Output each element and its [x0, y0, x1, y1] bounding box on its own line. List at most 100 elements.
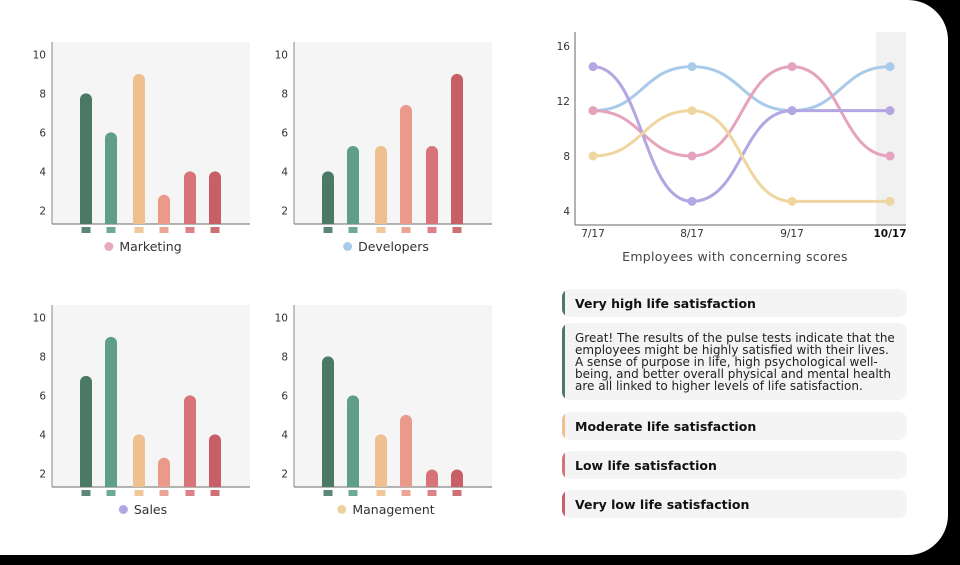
legend-label: Marketing — [119, 239, 182, 254]
bar — [426, 469, 438, 487]
highlight-band — [876, 32, 906, 225]
y-tick-label: 4 — [281, 166, 288, 178]
data-point — [787, 196, 797, 206]
data-point — [687, 151, 697, 161]
y-tick-label: 16 — [557, 41, 571, 53]
bar — [375, 146, 387, 224]
category-marker — [106, 227, 116, 233]
bar — [426, 146, 438, 224]
category-marker — [452, 227, 462, 233]
series-line — [591, 109, 892, 203]
legend-sales[interactable]: Sales — [118, 502, 167, 517]
category-marker — [401, 490, 411, 496]
accent-bar — [562, 490, 565, 518]
bar — [133, 434, 145, 487]
bar — [105, 336, 117, 487]
legend-label: Developers — [358, 239, 429, 254]
data-point — [687, 62, 697, 72]
accent-bar — [562, 451, 565, 479]
bar — [347, 146, 359, 224]
y-tick-label: 2 — [281, 468, 288, 480]
legend-dot-icon — [118, 505, 128, 514]
item-body: Great! The results of the pulse tests in… — [575, 330, 895, 393]
accent-bar — [562, 289, 565, 317]
category-marker — [185, 490, 195, 496]
item-title: Low life satisfaction — [575, 457, 717, 473]
data-point — [588, 62, 598, 72]
satisfaction-very-low[interactable]: Very low life satisfaction — [562, 490, 907, 518]
series-line — [591, 65, 892, 203]
bar — [133, 73, 145, 224]
data-point — [588, 151, 598, 161]
y-tick-label: 10 — [33, 49, 46, 61]
satisfaction-very-high[interactable]: Very high life satisfaction — [562, 289, 907, 317]
y-tick-label: 6 — [39, 390, 46, 402]
accent-bar — [562, 412, 565, 440]
y-tick-label: 6 — [281, 390, 288, 402]
data-point — [687, 106, 697, 116]
y-tick-label: 2 — [281, 205, 288, 217]
category-marker — [452, 490, 462, 496]
category-marker — [159, 227, 169, 233]
category-marker — [348, 490, 358, 496]
y-tick-label: 12 — [557, 96, 570, 108]
legend-marketing[interactable]: Marketing — [104, 239, 182, 254]
y-tick-label: 2 — [39, 468, 46, 480]
series-line — [591, 65, 892, 113]
x-tick-label: 8/17 — [680, 228, 704, 240]
data-point — [588, 106, 598, 116]
category-marker — [348, 227, 358, 233]
satisfaction-moderate[interactable]: Moderate life satisfaction — [562, 412, 907, 440]
y-tick-label: 8 — [39, 88, 46, 100]
category-marker — [106, 490, 116, 496]
item-title: Very low life satisfaction — [575, 496, 750, 512]
bar — [400, 414, 412, 487]
category-marker — [134, 227, 144, 233]
data-point — [885, 196, 895, 206]
legend-dot-icon — [343, 242, 353, 251]
y-tick-label: 10 — [275, 49, 288, 61]
category-marker — [401, 227, 411, 233]
item-title: Very high life satisfaction — [575, 295, 756, 311]
bar — [322, 171, 334, 224]
legend-label: Management — [352, 502, 435, 517]
x-tick-label: 9/17 — [780, 228, 804, 240]
bar — [322, 356, 334, 487]
bar — [451, 469, 463, 487]
data-point — [885, 151, 895, 161]
line-chart-title: Employees with concerning scores — [622, 249, 848, 264]
bar — [158, 194, 170, 224]
category-marker — [159, 490, 169, 496]
bar — [375, 434, 387, 487]
x-tick-label: 7/17 — [581, 228, 605, 240]
y-tick-label: 4 — [39, 429, 46, 441]
category-marker — [210, 227, 220, 233]
data-point — [687, 196, 697, 206]
bar — [400, 105, 412, 224]
legend-management[interactable]: Management — [337, 502, 435, 517]
bar — [80, 93, 92, 224]
satisfaction-description: Great! The results of the pulse tests in… — [562, 323, 907, 400]
category-marker — [427, 490, 437, 496]
data-point — [787, 62, 797, 72]
category-marker — [81, 490, 91, 496]
category-marker — [323, 227, 333, 233]
y-tick-label: 8 — [39, 351, 46, 363]
legend-dot-icon — [104, 242, 114, 251]
satisfaction-low[interactable]: Low life satisfaction — [562, 451, 907, 479]
bar — [209, 171, 222, 224]
y-tick-label: 8 — [281, 351, 288, 363]
item-title: Moderate life satisfaction — [575, 418, 757, 434]
category-marker — [323, 490, 333, 496]
x-tick-label: 10/17 — [873, 228, 906, 240]
category-marker — [210, 490, 220, 496]
y-tick-label: 4 — [281, 429, 288, 441]
bar — [158, 457, 170, 487]
y-tick-label: 6 — [39, 127, 46, 139]
bar — [451, 73, 463, 224]
legend-developers[interactable]: Developers — [343, 239, 429, 254]
y-tick-label: 2 — [39, 205, 46, 217]
y-tick-label: 10 — [275, 312, 288, 324]
category-marker — [185, 227, 195, 233]
